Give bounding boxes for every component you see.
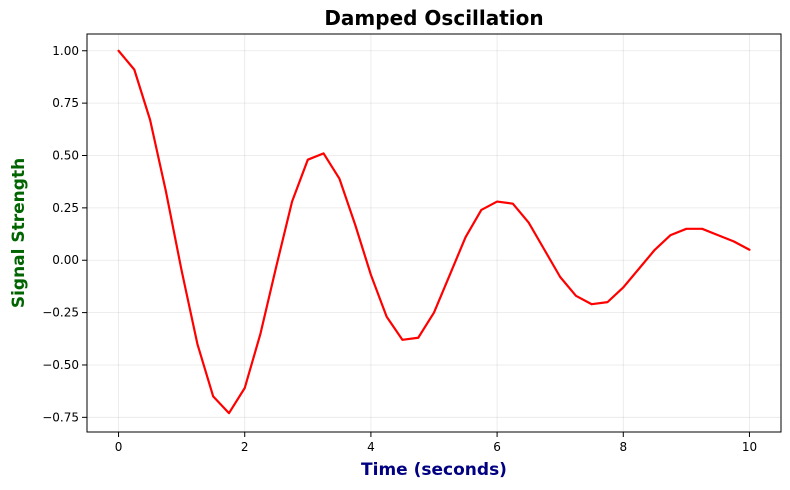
y-tick-label: 0.25 <box>52 201 79 215</box>
y-tick-label: 0.50 <box>52 148 79 162</box>
y-tick-label: −0.75 <box>42 410 79 424</box>
x-tick-label: 0 <box>115 440 123 454</box>
y-axis-label: Signal Strength <box>9 158 29 308</box>
grid <box>87 34 781 432</box>
x-tick-label: 6 <box>493 440 501 454</box>
y-axis-ticks: −0.75 −0.50 −0.25 0.00 0.25 0.50 0.75 1.00 <box>42 44 87 424</box>
y-tick-label: 0.00 <box>52 253 79 267</box>
x-tick-label: 10 <box>742 440 757 454</box>
series-line-signal <box>117 49 751 415</box>
y-tick-label: 1.00 <box>52 44 79 58</box>
plot-frame <box>86 33 782 433</box>
y-tick-label: 0.75 <box>52 96 79 110</box>
chart-title: Damped Oscillation <box>324 6 543 30</box>
series-layer <box>117 49 751 415</box>
x-axis-label: Time (seconds) <box>361 460 507 480</box>
x-axis-ticks: 0 2 4 6 8 10 <box>115 432 757 454</box>
x-tick-label: 2 <box>241 440 249 454</box>
y-tick-label: −0.50 <box>42 358 79 372</box>
x-tick-label: 8 <box>619 440 627 454</box>
y-tick-label: −0.25 <box>42 306 79 320</box>
x-tick-label: 4 <box>367 440 375 454</box>
